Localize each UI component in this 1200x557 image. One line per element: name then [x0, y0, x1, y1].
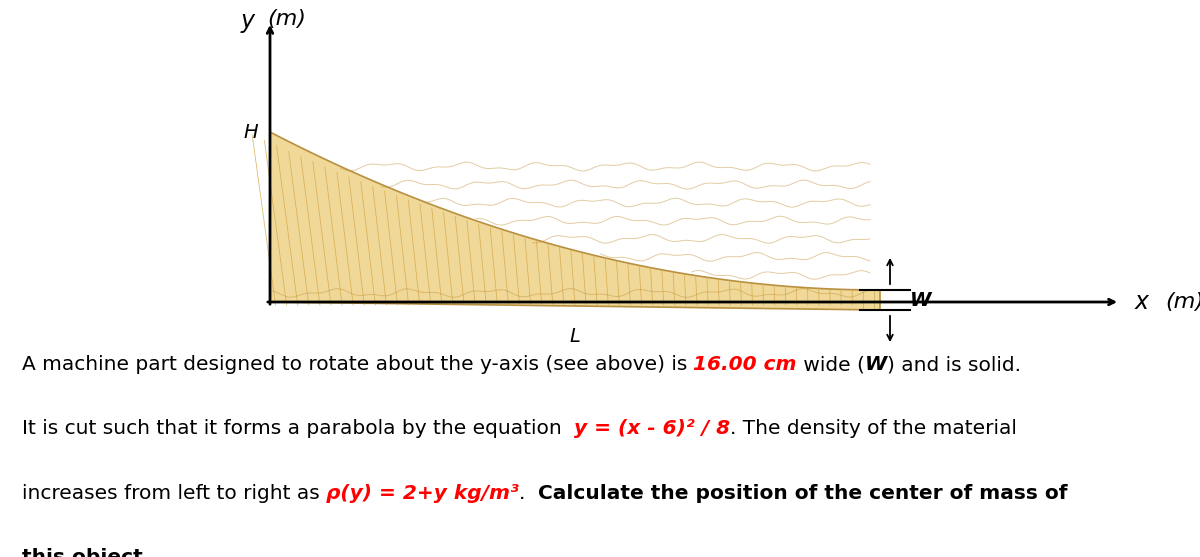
Text: (m): (m)	[266, 9, 306, 29]
Text: W: W	[910, 291, 931, 310]
Text: H: H	[244, 123, 258, 141]
Text: (m): (m)	[1165, 292, 1200, 312]
Text: y = (x - 6)² / 8: y = (x - 6)² / 8	[574, 419, 731, 438]
Text: A machine part designed to rotate about the y-axis (see above) is: A machine part designed to rotate about …	[22, 355, 694, 374]
Text: Calculate the position of the center of mass of: Calculate the position of the center of …	[538, 483, 1067, 502]
Text: W: W	[865, 355, 887, 374]
Text: It is cut such that it forms a parabola by the equation: It is cut such that it forms a parabola …	[22, 419, 574, 438]
Text: ) and is solid.: ) and is solid.	[887, 355, 1021, 374]
Text: L: L	[570, 328, 581, 346]
Text: wide (: wide (	[797, 355, 865, 374]
Polygon shape	[270, 132, 880, 310]
Text: . The density of the material: . The density of the material	[731, 419, 1018, 438]
Text: increases from left to right as: increases from left to right as	[22, 483, 325, 502]
Text: .: .	[518, 483, 538, 502]
Text: this object.: this object.	[22, 548, 150, 557]
Text: 16.00 cm: 16.00 cm	[694, 355, 797, 374]
Text: ρ(y) = 2+y kg/m³: ρ(y) = 2+y kg/m³	[325, 483, 518, 502]
Text: y: y	[241, 9, 256, 33]
Text: x: x	[1135, 290, 1157, 314]
